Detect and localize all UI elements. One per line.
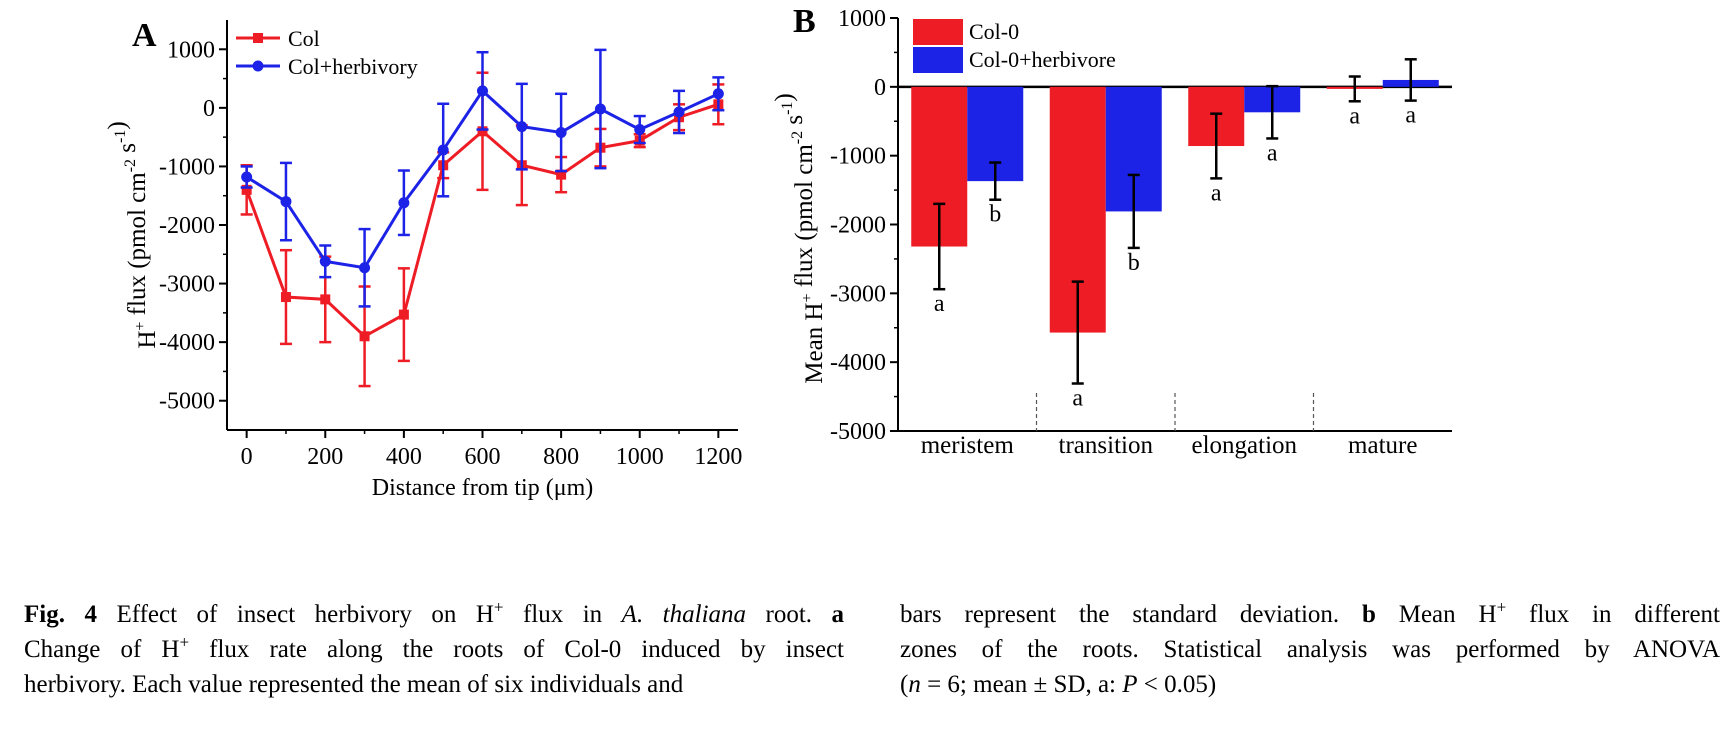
panel-a-label: A xyxy=(132,17,157,54)
panel-a-y-axis-title: H+ flux (pmol cm-2 s-1) xyxy=(104,121,161,348)
panel-a-data-point xyxy=(555,126,567,138)
panel-a-data-point xyxy=(477,85,488,97)
panel-b-significance-letter: a xyxy=(1267,140,1278,166)
panel-b-y-tick-label: -1000 xyxy=(830,144,886,170)
panel-a-data-point xyxy=(712,88,724,100)
caption-right-line-2: zones of the roots. Statistical analysis… xyxy=(900,636,1720,663)
panel-b-legend-label: Col-0+herbivore xyxy=(969,47,1116,72)
panel-b-legend-swatch xyxy=(913,47,963,73)
panel-a-x-tick-label: 400 xyxy=(386,444,422,470)
panel-b-y-tick-label: -4000 xyxy=(830,350,886,376)
panel-a-y-tick-label: 1000 xyxy=(167,37,215,63)
panel-a-data-point xyxy=(241,184,252,195)
panel-a-data-point xyxy=(398,309,409,320)
caption-left-line-3: herbivory. Each value represented the me… xyxy=(24,671,684,698)
panel-b-y-tick-label: -5000 xyxy=(830,419,886,445)
panel-b-y-tick-label: 1000 xyxy=(838,6,886,32)
panel-b-significance-letter: a xyxy=(1072,386,1083,412)
panel-a-x-tick-label: 600 xyxy=(465,444,501,470)
panel-a-x-tick-label: 1000 xyxy=(616,444,664,470)
panel-b-significance-letter: a xyxy=(1211,180,1222,206)
panel-b-y-tick-label: -2000 xyxy=(830,213,886,239)
panel-a-series-Col+herbivory xyxy=(240,48,725,308)
panel-b-significance-letter: a xyxy=(1405,103,1416,129)
panel-a-data-point xyxy=(634,124,646,136)
caption-right-line-3: (n = 6; mean ± SD, a: P < 0.05) xyxy=(900,671,1217,698)
panel-a-data-point xyxy=(516,121,528,133)
panel-a-legend-label: Col+herbivory xyxy=(288,54,418,79)
panel-a-y-tick-label: 0 xyxy=(203,96,215,122)
panel-b-category-label: meristem xyxy=(921,432,1015,459)
panel-a-y-tick-label: -3000 xyxy=(159,272,215,298)
panel-b-legend-swatch xyxy=(913,19,963,45)
panel-a-data-point xyxy=(673,106,685,118)
figure-4: 1000 0 -1000 -2000 -3000 -4000 -5000 0 200 400 600… xyxy=(104,3,1452,501)
panel-b-category-label: mature xyxy=(1348,432,1417,459)
panel-a-y-tick-label: -1000 xyxy=(159,154,215,180)
caption-right-line-1: bars represent the standard deviation. b… xyxy=(900,597,1721,628)
caption-right-column: bars represent the standard deviation. b… xyxy=(900,597,1720,702)
panel-a-data-point xyxy=(320,294,331,305)
panel-b-legend-entry: Col-0 xyxy=(913,19,1019,45)
panel-b-bar-chart: 1000 0 -1000 -2000 -3000 -4000 -5000 Mean H+ fl… xyxy=(771,3,1452,459)
figure-label: Fig. 4 xyxy=(24,601,97,628)
panel-a-data-point xyxy=(556,169,567,180)
panel-a-x-tick-label: 800 xyxy=(543,444,579,470)
caption-left-line-2: Change of H+ flux rate along the roots o… xyxy=(24,632,844,663)
panel-a-y-tick-label: -4000 xyxy=(159,330,215,356)
panel-a-data-point xyxy=(477,126,488,137)
panel-a-legend-label: Col xyxy=(288,26,320,51)
caption-left-line-1: Fig. 4 Effect of insect herbivory on H+ … xyxy=(24,597,845,628)
panel-a-x-axis-title: Distance from tip (μm) xyxy=(372,475,593,501)
panel-a-data-point xyxy=(359,331,370,342)
panel-b-y-axis-title: Mean H+ flux (pmol cm-2 s-1) xyxy=(771,93,828,384)
panel-a-data-point xyxy=(398,197,410,209)
panel-b-significance-letter: b xyxy=(1128,250,1140,276)
panel-a-legend-marker xyxy=(253,33,263,43)
panel-b-significance-letter: a xyxy=(934,291,945,317)
panel-a-legend-marker xyxy=(252,60,264,72)
panel-a-data-point xyxy=(319,255,331,267)
panel-b-category-label: elongation xyxy=(1191,432,1297,459)
panel-a-x-tick-label: 0 xyxy=(241,444,253,470)
panel-a-line-chart: 1000 0 -1000 -2000 -3000 -4000 -5000 0 200 400 600… xyxy=(104,17,742,501)
panel-b-significance-letter: a xyxy=(1349,103,1360,129)
panel-a-y-tick-label: -5000 xyxy=(159,389,215,415)
panel-a-data-point xyxy=(594,103,606,115)
panel-a-data-point xyxy=(241,171,253,183)
panel-a-legend-entry: Col+herbivory xyxy=(236,54,418,79)
panel-b-legend-entry: Col-0+herbivore xyxy=(913,47,1116,73)
panel-a-data-point xyxy=(437,144,449,156)
panel-a-data-point xyxy=(280,196,292,208)
panel-a-x-tick-label: 200 xyxy=(307,444,343,470)
panel-b-y-tick-label: 0 xyxy=(874,75,886,101)
panel-a-y-tick-label: -2000 xyxy=(159,213,215,239)
panel-b-legend-label: Col-0 xyxy=(969,19,1019,44)
panel-a-data-point xyxy=(280,292,291,303)
panel-b-y-tick-label: -3000 xyxy=(830,281,886,307)
panel-a-legend-entry: Col xyxy=(236,26,320,51)
caption-left-column: Fig. 4 Effect of insect herbivory on H+ … xyxy=(24,597,844,702)
panel-b-significance-letter: b xyxy=(989,202,1001,228)
panel-a-data-point xyxy=(359,262,371,274)
panel-b-label: B xyxy=(793,3,816,40)
panel-b-category-label: transition xyxy=(1059,432,1154,459)
panel-a-x-tick-label: 1200 xyxy=(694,444,742,470)
